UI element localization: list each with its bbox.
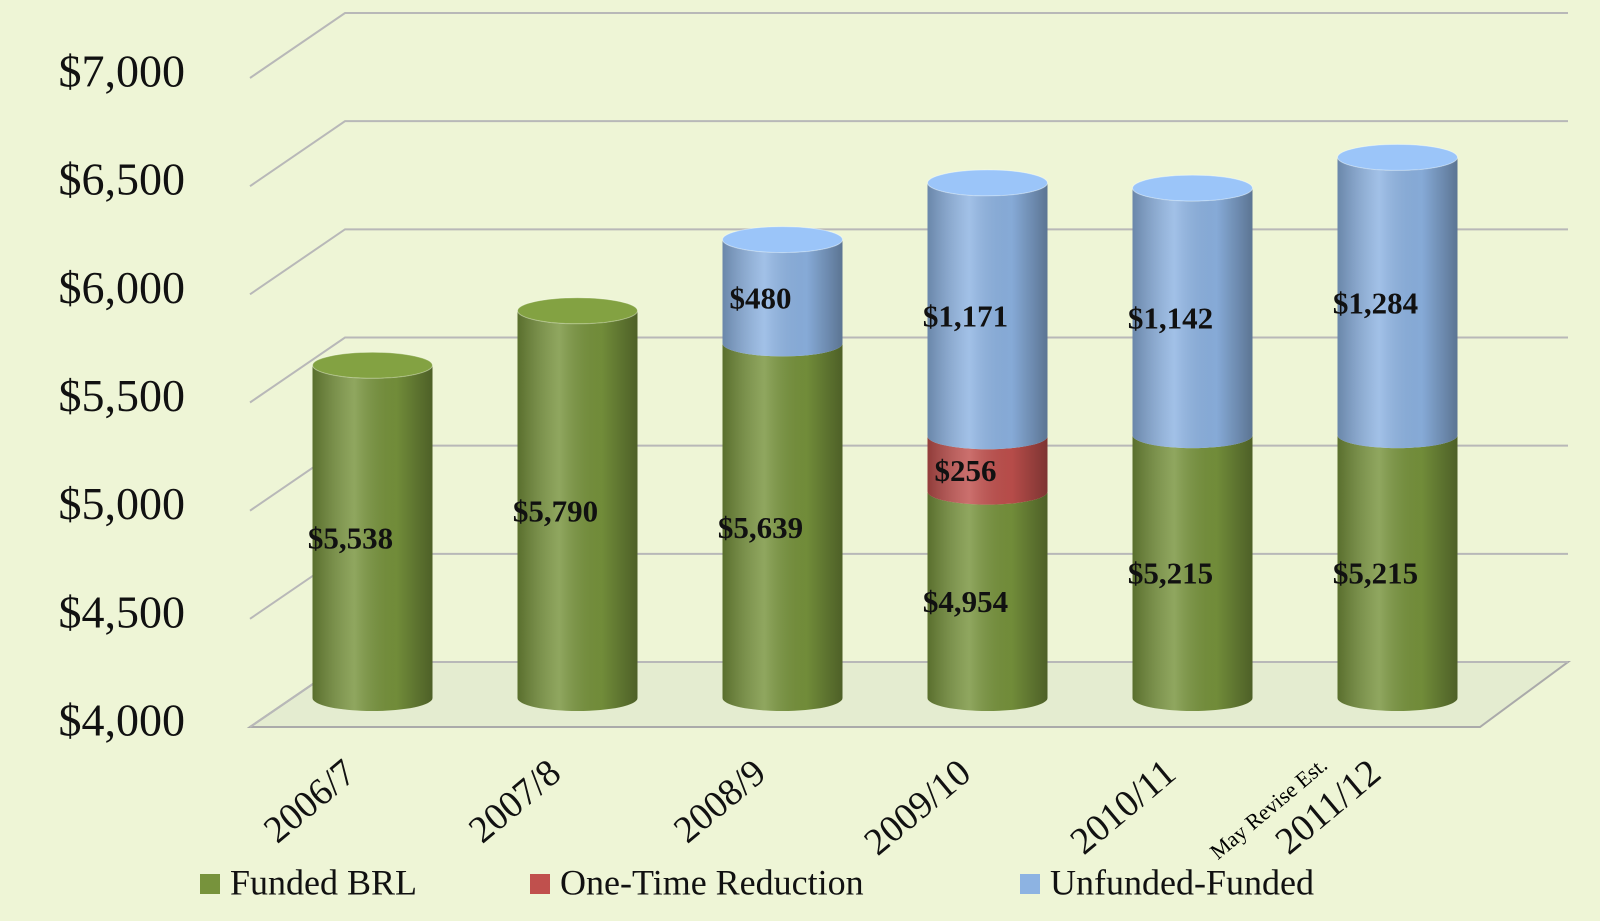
data-label: $256 (935, 453, 997, 488)
legend-label: Funded BRL (230, 862, 417, 902)
y-tick-label: $6,000 (59, 262, 186, 313)
data-label: $5,639 (718, 510, 803, 545)
bar-shading (927, 436, 1048, 505)
y-tick-label: $7,000 (59, 46, 186, 97)
bar-top (722, 226, 843, 254)
bar-shading (1337, 157, 1458, 449)
bar-shading (1132, 435, 1253, 712)
bar-shading (517, 310, 638, 712)
bar-shading (1132, 188, 1253, 449)
data-label: $5,790 (513, 493, 598, 528)
legend-label: Unfunded-Funded (1050, 862, 1314, 902)
bars (312, 143, 1458, 712)
data-label: $5,215 (1128, 556, 1213, 591)
bar-top (517, 297, 638, 325)
bar-shading (722, 239, 843, 357)
bar-top (1132, 174, 1253, 202)
y-tick-label: $4,500 (59, 586, 186, 637)
bar-shading (927, 491, 1048, 712)
grid-line (249, 120, 1568, 187)
data-label: $5,538 (308, 521, 393, 556)
y-tick-label: $4,000 (59, 695, 186, 746)
bar-shading (1337, 435, 1458, 712)
bar-top (312, 351, 433, 379)
data-label: $480 (730, 281, 792, 316)
bar-shading (722, 343, 843, 712)
y-tick-label: $5,000 (59, 478, 186, 529)
y-tick-label: $6,500 (59, 154, 186, 205)
data-label: $1,142 (1128, 301, 1213, 336)
grid-line (249, 12, 1568, 79)
legend-swatch (200, 874, 220, 894)
data-label: $1,171 (923, 299, 1008, 334)
legend-label: One-Time Reduction (560, 862, 864, 902)
data-label: $4,954 (923, 584, 1008, 619)
bar-shading (927, 182, 1048, 450)
y-tick-label: $5,500 (59, 370, 186, 421)
data-label: $5,215 (1333, 556, 1418, 591)
data-label: $1,284 (1333, 285, 1418, 320)
legend-swatch (530, 874, 550, 894)
bar-shading (312, 365, 433, 712)
legend-swatch (1020, 874, 1040, 894)
bar-top (927, 169, 1048, 197)
bar-top (1337, 143, 1458, 171)
